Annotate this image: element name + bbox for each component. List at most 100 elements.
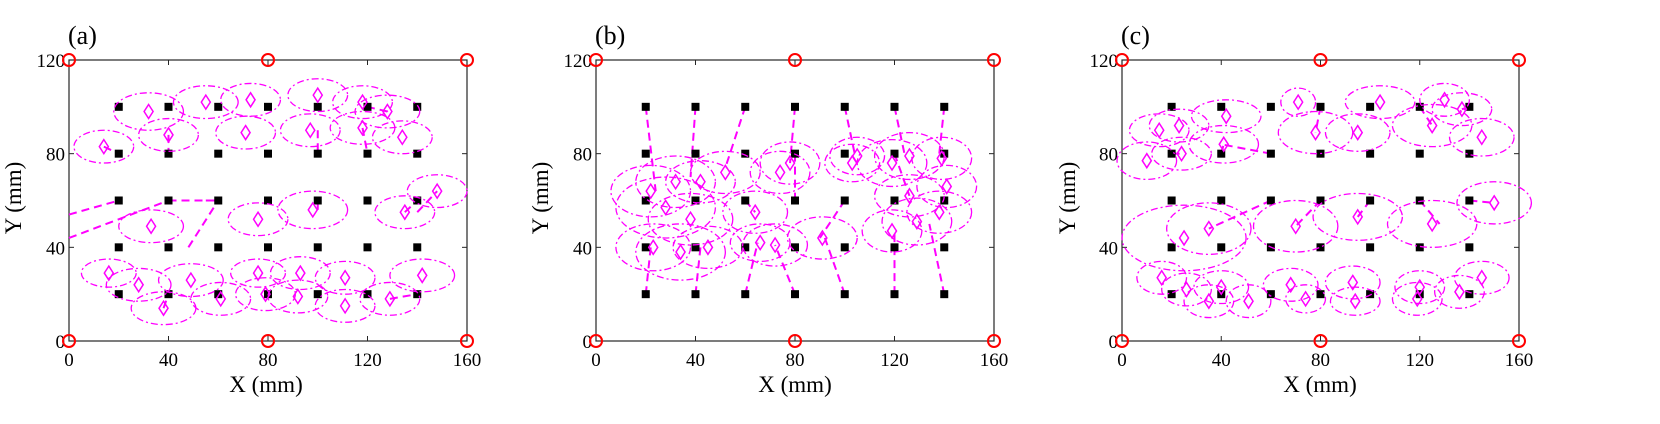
y-tick-label: 120 [37, 51, 66, 72]
true-point-marker [741, 290, 750, 299]
estimate-marker [816, 229, 828, 247]
true-point-marker [1415, 196, 1424, 205]
anchor-marker [1313, 334, 1328, 348]
estimate-marker [933, 203, 945, 221]
x-tick-label: 0 [1117, 350, 1127, 371]
estimate-marker [1310, 124, 1321, 141]
confidence-ellipse [359, 281, 421, 316]
offset-line [724, 106, 747, 169]
true-point-marker [1167, 243, 1176, 252]
true-point-marker [791, 290, 799, 299]
true-point-marker [1366, 196, 1375, 205]
true-point-marker [890, 102, 899, 111]
confidence-ellipse [615, 176, 717, 239]
true-point-marker [1217, 102, 1226, 111]
true-point-marker [641, 102, 650, 111]
true-point-marker [940, 102, 949, 111]
estimate-marker [1203, 292, 1215, 310]
anchor-marker [1115, 334, 1129, 348]
estimate-marker [702, 238, 714, 256]
confidence-ellipse [190, 281, 252, 316]
true-point-marker [741, 243, 750, 252]
confidence-ellipse [113, 92, 185, 131]
true-point-marker [1266, 290, 1275, 299]
y-tick-label: 40 [1099, 238, 1118, 259]
true-point-marker [840, 196, 849, 205]
true-point-marker [1316, 196, 1325, 205]
confidence-ellipse [615, 223, 692, 272]
confidence-ellipse [215, 115, 277, 150]
true-point-marker [1366, 102, 1375, 111]
true-point-marker [313, 290, 322, 299]
true-point-marker [1217, 196, 1226, 205]
x-tick-label: 40 [159, 350, 178, 371]
confidence-ellipse [1193, 270, 1250, 305]
true-point-marker [691, 243, 700, 252]
subplot-b: (b) X (mm) Y (mm) 0 40 80 120 160 0 40 80 120 [528, 21, 1008, 397]
true-point-marker [264, 196, 272, 205]
confidence-ellipse [389, 258, 456, 293]
confidence-ellipse [881, 197, 953, 246]
confidence-ellipse [1448, 117, 1515, 157]
confidence-ellipse [856, 138, 928, 188]
confidence-ellipse [227, 202, 289, 237]
offset-line [789, 106, 796, 164]
true-point-marker [1415, 149, 1424, 158]
y-tick-label: 40 [573, 238, 592, 259]
true-point-marker [413, 149, 422, 158]
estimate-marker [399, 203, 411, 221]
anchor-marker [1313, 53, 1328, 67]
offset-line [162, 293, 170, 309]
y-tick-label: 0 [56, 332, 66, 353]
confidence-ellipse [861, 209, 923, 253]
estimate-marker [784, 154, 796, 172]
estimate-marker [252, 264, 264, 282]
x-tick-label: 40 [1212, 350, 1231, 371]
true-point-marker [940, 243, 949, 252]
true-point-marker [741, 196, 750, 205]
true-point-marker [1167, 290, 1176, 299]
estimate-marker [1439, 91, 1450, 109]
true-point-marker [114, 243, 123, 252]
true-point-marker [741, 149, 750, 158]
true-point-marker [363, 102, 372, 111]
estimate-marker [1476, 269, 1488, 287]
confidence-ellipse [1148, 108, 1210, 143]
estimate-marker [1426, 117, 1438, 134]
estimate-marker [1347, 274, 1359, 291]
confidence-ellipse [906, 190, 973, 234]
true-point-marker [264, 243, 272, 252]
confidence-ellipse [729, 223, 791, 263]
true-point-marker [313, 102, 322, 111]
estimate-marker [1456, 100, 1468, 118]
estimate-marker [1218, 135, 1230, 153]
panel-title: (b) [595, 21, 625, 50]
confidence-ellipse [406, 174, 468, 209]
confidence-ellipse [1344, 85, 1416, 120]
offset-line [416, 190, 438, 213]
estimate-marker [754, 234, 766, 252]
true-point-marker [1266, 102, 1275, 111]
true-point-marker [840, 243, 849, 252]
true-point-marker [1167, 102, 1176, 111]
estimate-marker [143, 103, 154, 120]
true-point-marker [641, 149, 650, 158]
true-point-marker [691, 196, 700, 205]
anchor-marker [589, 334, 603, 348]
true-point-marker [164, 102, 173, 111]
confidence-ellipse [824, 143, 881, 183]
x-axis-label: X (mm) [758, 372, 831, 397]
confidence-ellipse [1391, 103, 1473, 148]
estimate-marker [1349, 292, 1361, 310]
true-point-marker [791, 196, 799, 205]
confidence-ellipse [1386, 199, 1478, 248]
offset-line [644, 247, 652, 295]
confidence-ellipse [1136, 260, 1188, 295]
y-tick-label: 80 [46, 145, 65, 166]
estimate-marker [1176, 145, 1187, 163]
confidence-ellipse [1431, 92, 1493, 127]
estimate-marker [215, 290, 227, 308]
anchor-marker [589, 53, 603, 67]
x-tick-label: 160 [1505, 350, 1534, 371]
